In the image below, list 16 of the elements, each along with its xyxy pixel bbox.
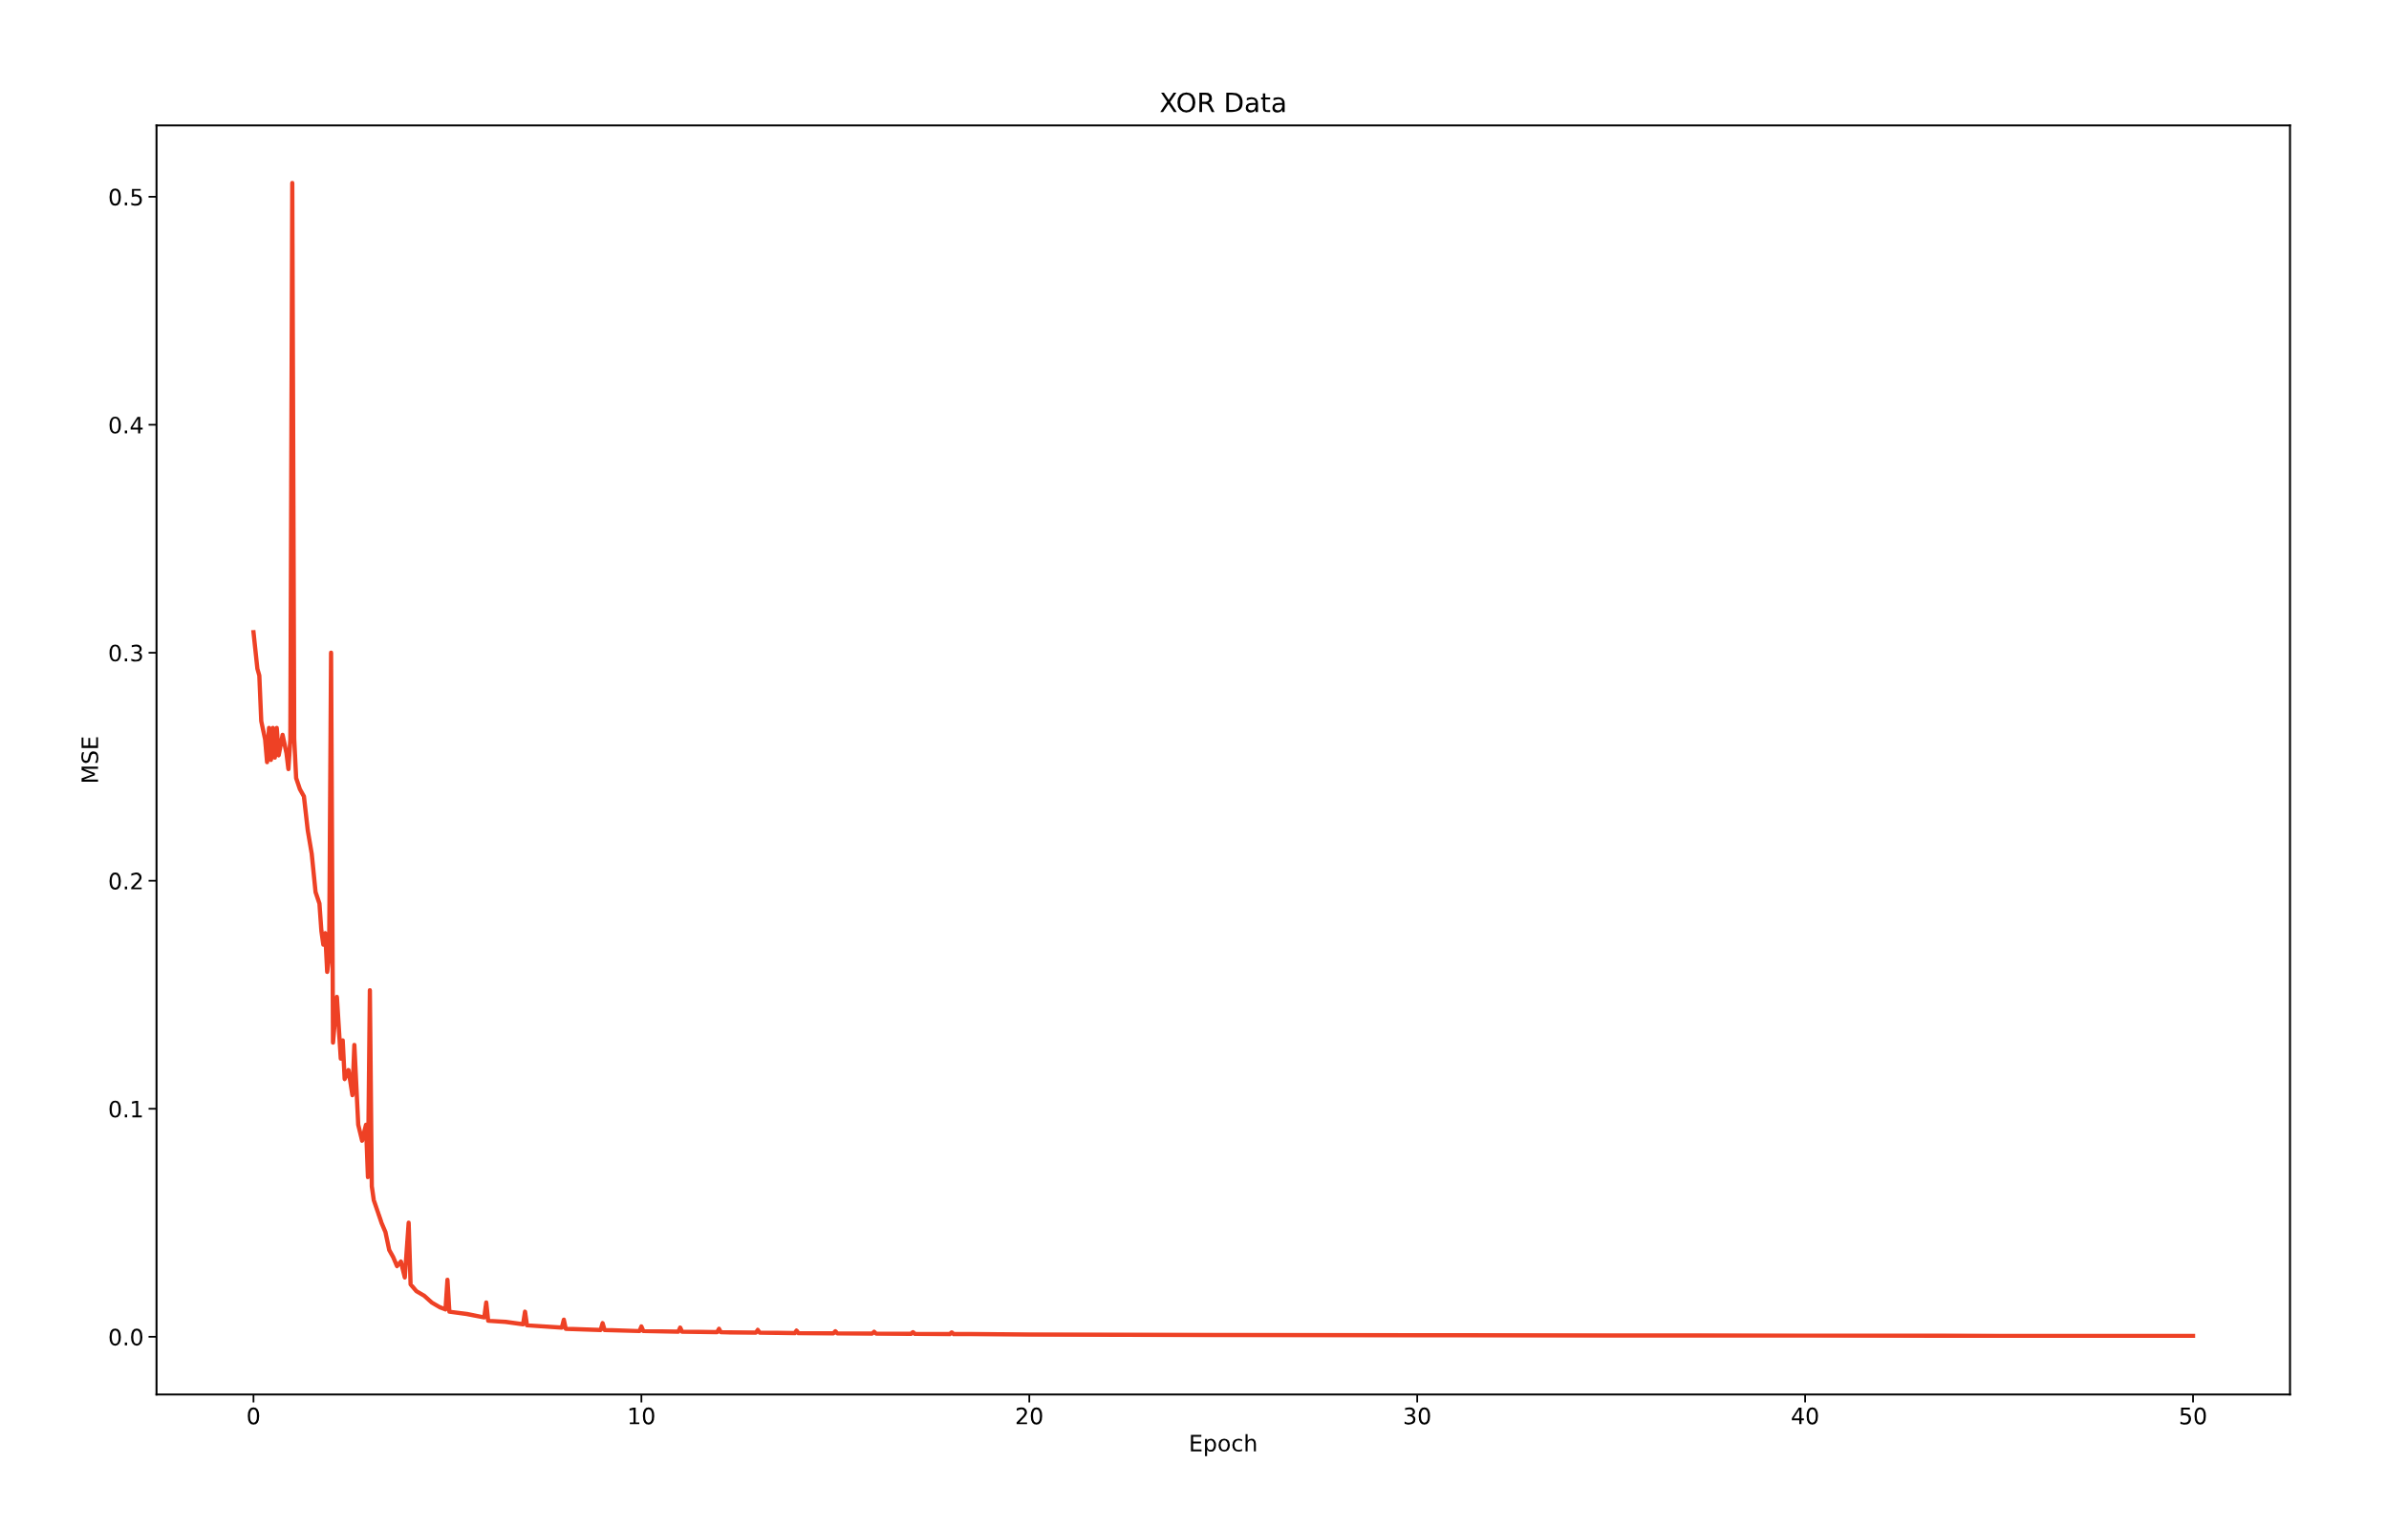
y-tick-label: 0.3 — [109, 644, 142, 662]
y-tick-label: 0.2 — [109, 872, 142, 890]
chart-title: XOR Data — [1160, 92, 1285, 113]
x-tick-label: 50 — [2180, 1407, 2206, 1425]
x-tick-label: 20 — [1016, 1407, 1043, 1425]
x-tick-label: 0 — [247, 1407, 260, 1425]
x-axis-title: Epoch — [1191, 1433, 1257, 1456]
y-tick-label: 0.4 — [109, 416, 143, 434]
y-axis-title: MSE — [81, 737, 98, 783]
x-tick-label: 40 — [1792, 1407, 1818, 1425]
line-series — [251, 181, 2196, 1339]
y-tick-label: 0.5 — [109, 188, 142, 206]
y-tick-label: 0.0 — [109, 1328, 143, 1346]
x-tick-label: 10 — [629, 1407, 655, 1425]
x-tick-label: 30 — [1404, 1407, 1430, 1425]
y-tick-label: 0.1 — [109, 1100, 142, 1118]
